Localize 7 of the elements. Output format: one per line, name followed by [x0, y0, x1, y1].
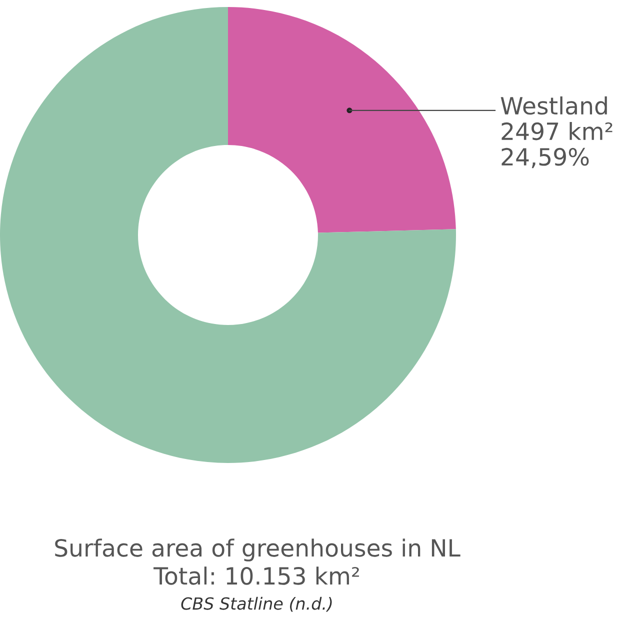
text: CBS Statline (n.d.) — [181, 596, 332, 612]
slice-label: Westland — [500, 96, 607, 115]
text: Total: 10.153 km² — [154, 566, 359, 585]
data-label: 2497 km² 24,59% — [502, 122, 612, 168]
donut-slice — [228, 7, 456, 233]
donut-slice — [0, 7, 456, 463]
text: Surface area of greenhouses in NL — [55, 538, 460, 562]
